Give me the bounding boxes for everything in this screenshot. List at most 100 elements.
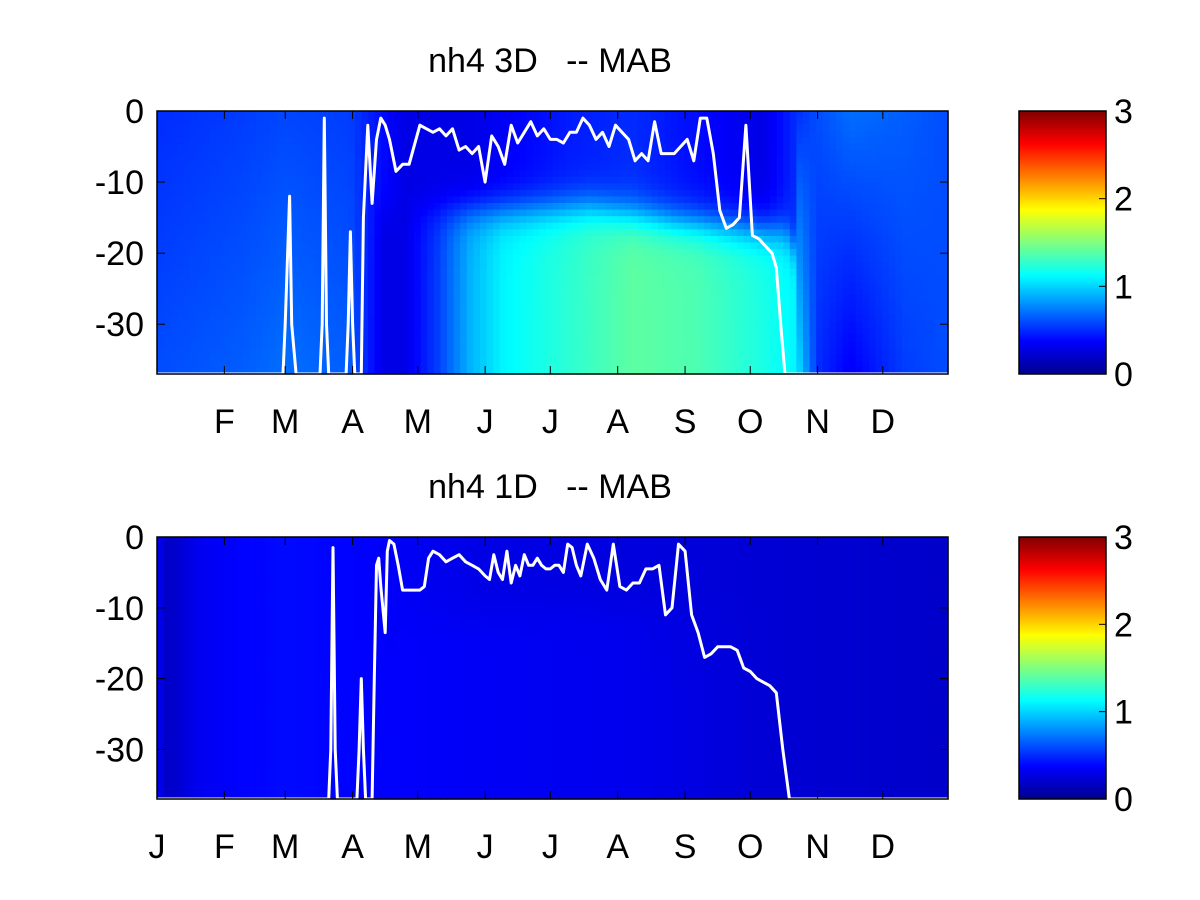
heatmap-cell (684, 176, 692, 184)
heatmap-cell (598, 275, 606, 283)
heatmap-cell (460, 157, 468, 165)
heatmap-cell (644, 117, 652, 125)
heatmap-cell (763, 196, 771, 204)
heatmap-cell (849, 216, 857, 224)
heatmap-cell (302, 235, 310, 244)
heatmap-cell (756, 176, 765, 184)
heatmap-cell (176, 582, 184, 590)
heatmap-cell (196, 209, 204, 217)
heatmap-cell (901, 249, 910, 257)
heatmap-cell (262, 235, 270, 244)
heatmap-cell (466, 189, 474, 198)
heatmap-cell (756, 334, 765, 342)
heatmap-cell (776, 111, 784, 119)
heatmap-cell (875, 308, 883, 316)
heatmap-cell (539, 255, 547, 263)
heatmap-cell (915, 275, 923, 283)
heatmap-cell (796, 334, 804, 342)
heatmap-cell (196, 235, 204, 244)
heatmap-cell (611, 157, 620, 165)
heatmap-cell (684, 242, 692, 250)
heatmap-cell (783, 235, 791, 244)
heatmap-cell (723, 150, 732, 158)
heatmap-cell (717, 334, 725, 342)
heatmap-cell (717, 341, 725, 349)
heatmap-cell (796, 321, 804, 329)
heatmap-cell (559, 209, 567, 217)
heatmap-cell (822, 117, 830, 125)
heatmap-cell (163, 242, 171, 250)
heatmap-cell (868, 150, 877, 158)
heatmap-cell (334, 327, 343, 336)
heatmap-cell (506, 111, 514, 119)
heatmap-cell (539, 157, 547, 165)
heatmap-cell (229, 295, 237, 303)
heatmap-cell (170, 785, 178, 794)
heatmap-cell (802, 268, 811, 276)
heatmap-cell (460, 216, 468, 224)
heatmap-cell (400, 150, 409, 158)
heatmap-cell (387, 229, 395, 237)
heatmap-cell (690, 327, 699, 336)
heatmap-cell (915, 203, 923, 211)
heatmap-cell (829, 235, 837, 244)
heatmap-cell (512, 242, 521, 250)
heatmap-cell (203, 124, 211, 132)
heatmap-cell (862, 288, 870, 296)
heatmap-cell (657, 255, 666, 263)
heatmap-cell (611, 209, 620, 217)
heatmap-cell (862, 242, 870, 250)
heatmap-cell (895, 268, 903, 276)
heatmap-cell (275, 308, 283, 316)
heatmap-cell (183, 301, 191, 309)
heatmap-cell (776, 124, 784, 132)
heatmap-cell (559, 275, 567, 283)
heatmap-cell (934, 216, 943, 224)
heatmap-cell (934, 143, 943, 152)
heatmap-cell (776, 360, 784, 369)
heatmap-cell (387, 288, 395, 296)
heatmap-cell (941, 314, 949, 322)
heatmap-cell (367, 222, 376, 230)
heatmap-cell (565, 150, 573, 158)
heatmap-cell (598, 288, 606, 296)
heatmap-cell (440, 249, 448, 257)
heatmap-cell (236, 235, 244, 244)
heatmap-cell (242, 262, 250, 270)
heatmap-cell (222, 130, 231, 138)
heatmap-cell (288, 183, 297, 191)
heatmap-cell (855, 111, 863, 119)
heatmap-cell (176, 189, 184, 198)
heatmap-cell (901, 124, 910, 132)
heatmap-cell (433, 242, 442, 250)
heatmap-cell (743, 183, 751, 191)
heatmap-cell (196, 124, 204, 132)
heatmap-cell (928, 308, 936, 316)
heatmap-cell (433, 327, 442, 336)
heatmap-cell (638, 222, 646, 230)
heatmap-cell (704, 157, 712, 165)
heatmap-cell (499, 262, 507, 270)
heatmap-cell (295, 347, 303, 355)
heatmap-cell (888, 216, 896, 224)
colorbar-tick-label: 0 (1114, 356, 1133, 394)
heatmap-cell (493, 203, 501, 211)
heatmap-cell (367, 321, 376, 329)
heatmap-cell (249, 183, 257, 191)
heatmap-cell (578, 321, 587, 329)
heatmap-cell (539, 222, 547, 230)
heatmap-cell (723, 216, 732, 224)
heatmap-cell (302, 209, 310, 217)
heatmap-cell (196, 170, 204, 178)
heatmap-cell (809, 242, 817, 250)
heatmap-cell (249, 354, 257, 362)
heatmap-cell (855, 347, 863, 355)
heatmap-cell (941, 189, 949, 198)
heatmap-cell (532, 176, 540, 184)
heatmap-cell (868, 295, 877, 303)
heatmap-cell (618, 242, 626, 250)
heatmap-cell (895, 209, 903, 217)
heatmap-cell (862, 341, 870, 349)
heatmap-cell (941, 327, 949, 336)
heatmap-cell (189, 314, 198, 322)
